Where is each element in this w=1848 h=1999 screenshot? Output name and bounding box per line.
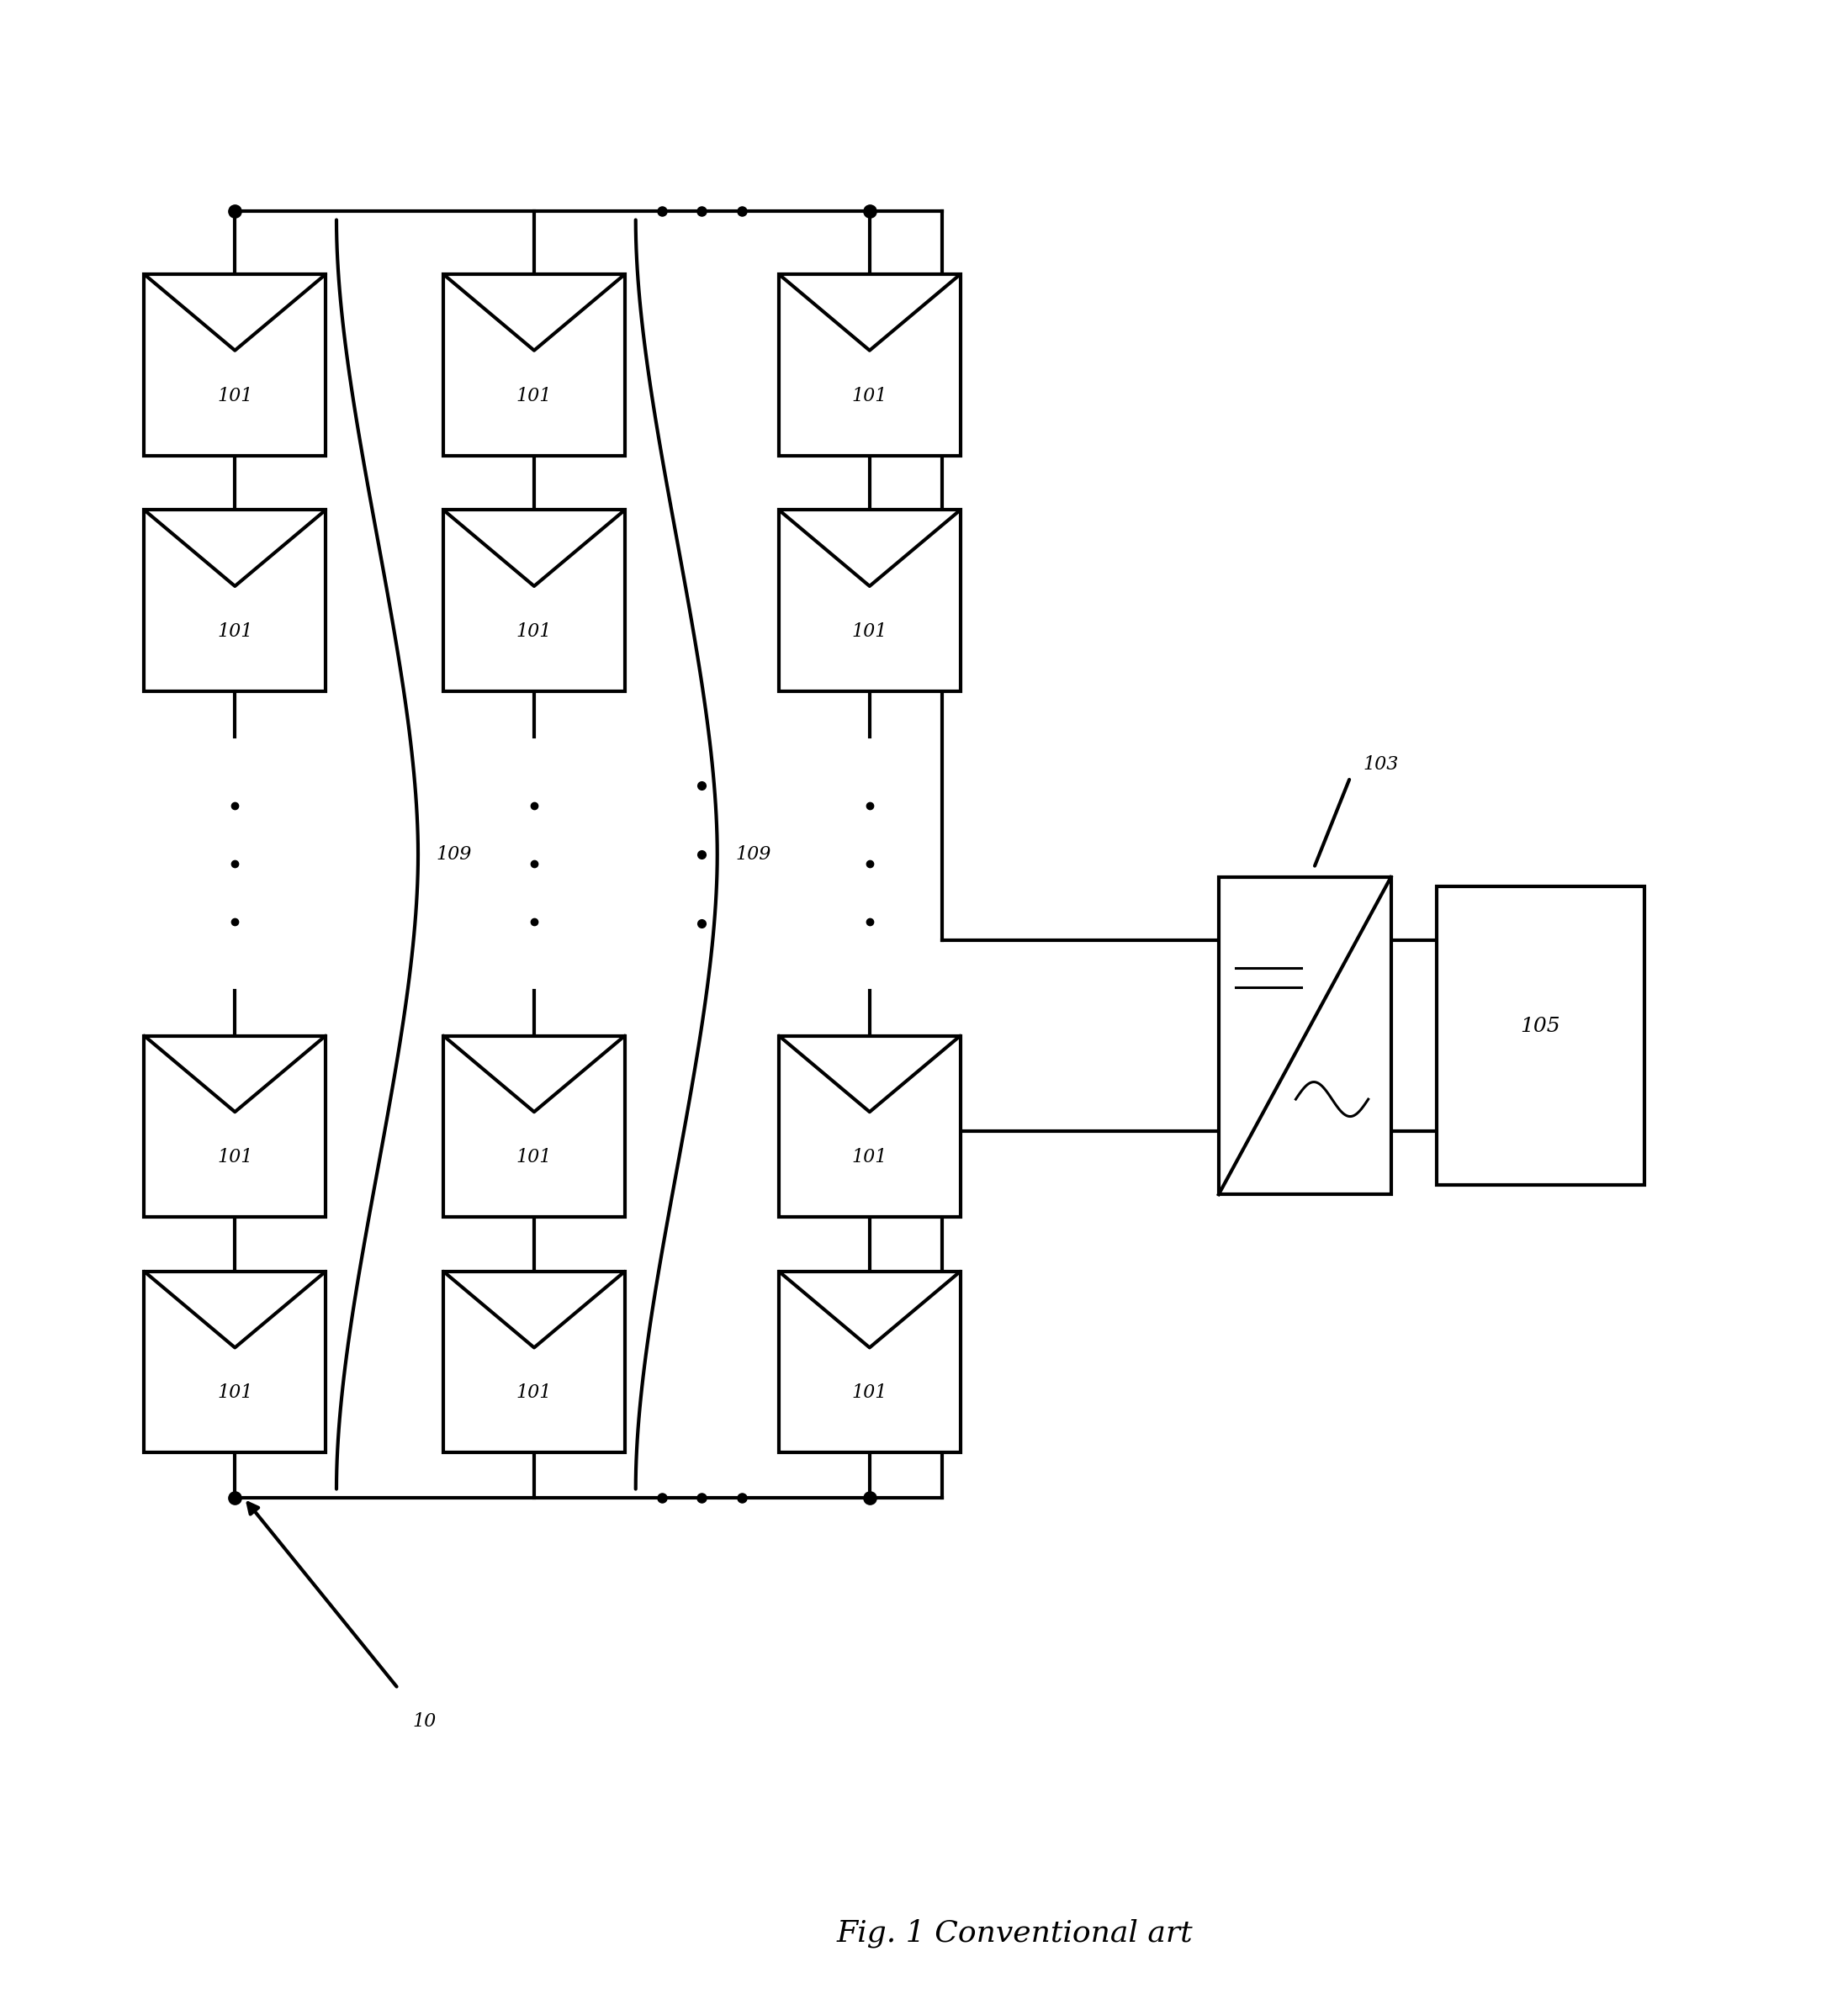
Text: 101: 101 [516,386,553,406]
Text: 101: 101 [216,622,253,642]
Text: 101: 101 [516,1383,553,1401]
Text: 103: 103 [1362,756,1399,774]
Text: 10: 10 [412,1711,436,1731]
Text: 101: 101 [516,622,553,642]
Bar [444,510,625,692]
Bar [144,274,325,456]
Text: 101: 101 [216,1383,253,1401]
Bar [1218,878,1392,1193]
Bar [1436,886,1645,1185]
Bar [778,1271,961,1453]
Text: 109: 109 [736,846,771,864]
Text: 105: 105 [1521,1017,1560,1035]
Bar [144,1035,325,1217]
Bar [778,510,961,692]
Text: 101: 101 [852,386,887,406]
Text: 101: 101 [216,386,253,406]
Text: 101: 101 [516,1147,553,1167]
Text: Fig. 1 Conventional art: Fig. 1 Conventional art [837,1919,1192,1947]
Text: 101: 101 [216,1147,253,1167]
Bar [778,1035,961,1217]
Bar [144,1271,325,1453]
Bar [778,274,961,456]
Text: 101: 101 [852,1147,887,1167]
Bar [444,1035,625,1217]
Bar [444,1271,625,1453]
Text: 101: 101 [852,622,887,642]
Bar [444,274,625,456]
Text: 101: 101 [852,1383,887,1401]
Bar [144,510,325,692]
Text: 109: 109 [436,846,471,864]
